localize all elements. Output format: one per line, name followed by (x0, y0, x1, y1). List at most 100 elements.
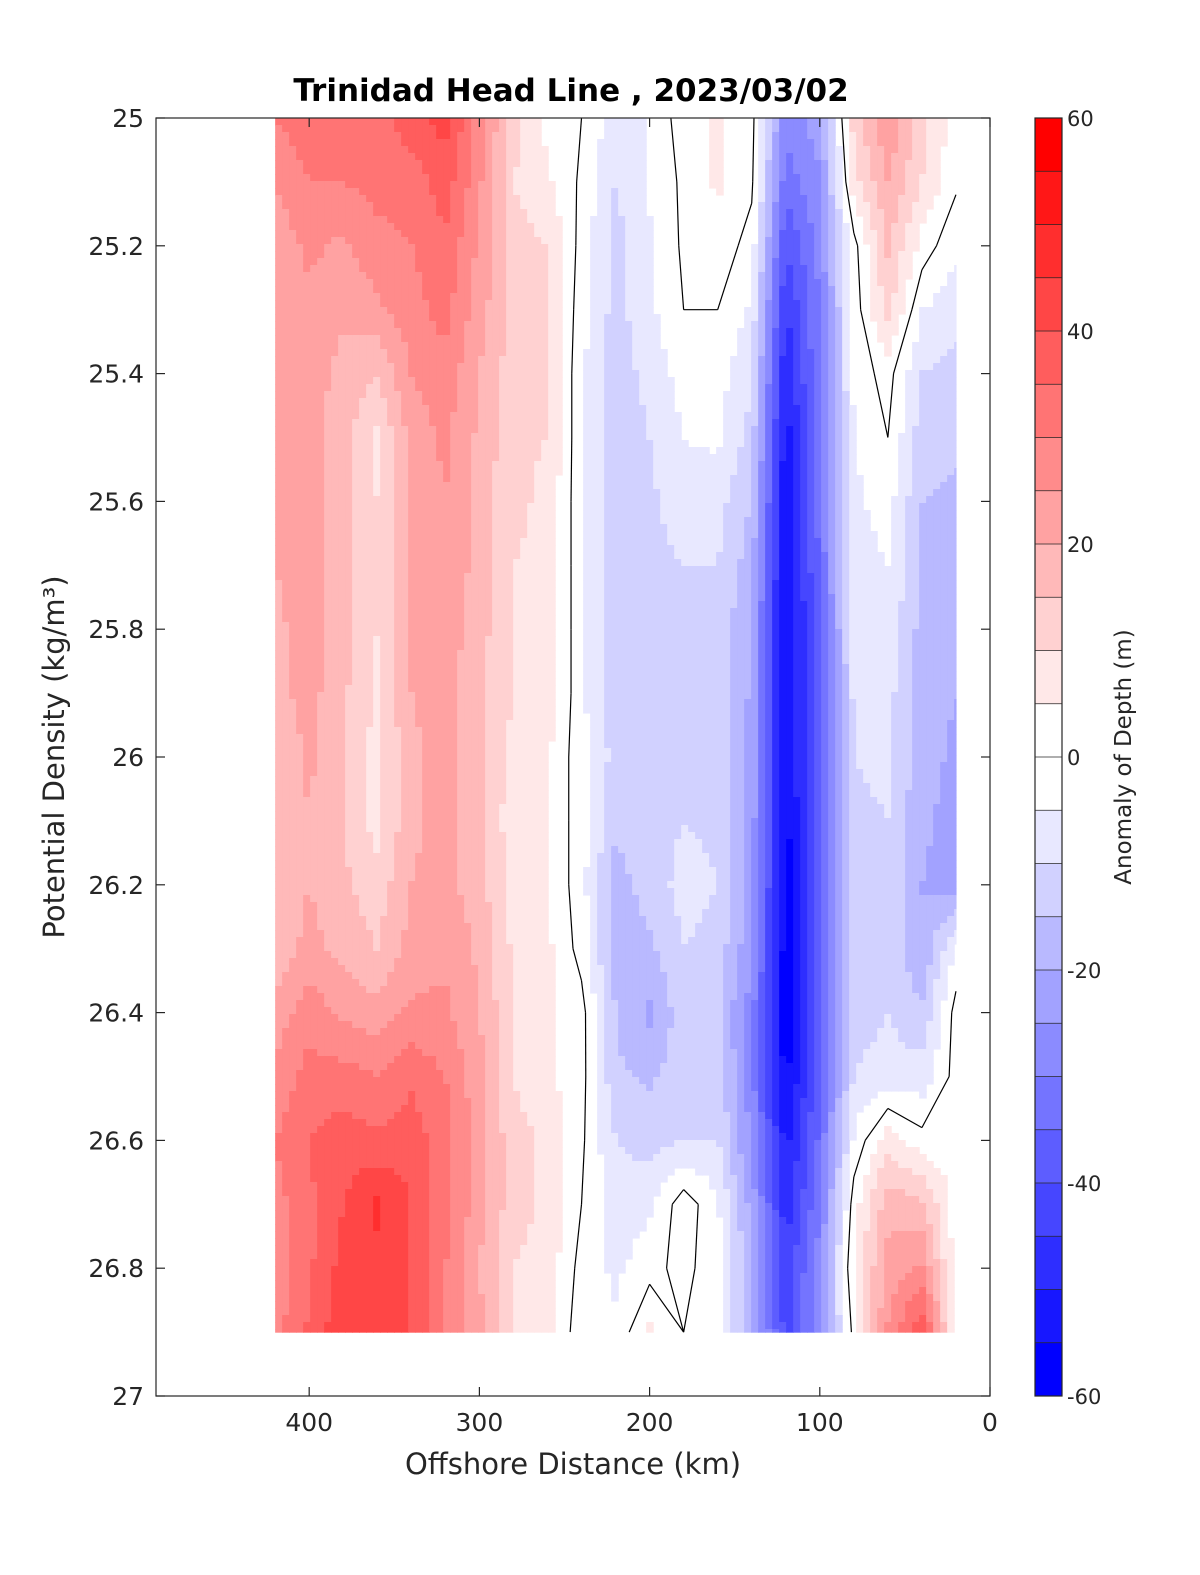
contour-cell (289, 531, 297, 539)
contour-cell (604, 307, 612, 315)
contour-cell (485, 279, 493, 287)
contour-cell (737, 447, 745, 455)
contour-cell (835, 489, 843, 497)
contour-cell (317, 454, 325, 462)
contour-cell (324, 559, 332, 567)
contour-cell (401, 468, 409, 476)
contour-cell (555, 363, 563, 371)
contour-cell (345, 503, 353, 511)
contour-cell (632, 251, 640, 259)
contour-cell (296, 244, 304, 252)
contour-cell (408, 265, 416, 273)
contour-cell (814, 321, 822, 329)
contour-cell (380, 293, 388, 301)
contour-cell (884, 314, 892, 322)
contour-cell (821, 377, 829, 385)
contour-cell (772, 384, 780, 392)
contour-cell (520, 139, 528, 147)
contour-cell (520, 272, 528, 280)
contour-cell (492, 531, 500, 539)
contour-cell (485, 300, 493, 308)
contour-cell (492, 307, 500, 315)
contour-cell (548, 279, 556, 287)
contour-cell (611, 307, 619, 315)
contour-cell (338, 181, 346, 189)
contour-cell (926, 433, 934, 441)
contour-cell (380, 524, 388, 532)
contour-cell (954, 426, 957, 434)
contour-cell (275, 363, 283, 371)
contour-cell (590, 412, 598, 420)
contour-cell (954, 510, 957, 518)
contour-cell (275, 503, 283, 511)
contour-cell (324, 293, 332, 301)
contour-cell (821, 496, 829, 504)
contour-cell (954, 433, 957, 441)
contour-cell (751, 328, 759, 336)
contour-cell (541, 174, 549, 182)
contour-cell (296, 419, 304, 427)
contour-cell (814, 370, 822, 378)
contour-cell (275, 538, 283, 546)
contour-cell (905, 433, 913, 441)
contour-cell (786, 216, 794, 224)
contour-cell (275, 286, 283, 294)
contour-cell (450, 118, 458, 126)
contour-cell (359, 524, 367, 532)
contour-cell (408, 510, 416, 518)
contour-cell (688, 538, 696, 546)
contour-cell (394, 321, 402, 329)
contour-cell (898, 160, 906, 168)
contour-cell (933, 153, 941, 161)
contour-cell (485, 223, 493, 231)
contour-cell (366, 363, 374, 371)
contour-cell (450, 510, 458, 518)
contour-cell (863, 188, 871, 196)
contour-cell (821, 174, 829, 182)
contour-cell (499, 342, 507, 350)
contour-cell (947, 412, 955, 420)
contour-cell (450, 496, 458, 504)
contour-cell (667, 405, 675, 413)
contour-cell (877, 181, 885, 189)
contour-cell (877, 307, 885, 315)
contour-cell (926, 307, 934, 315)
contour-cell (765, 132, 773, 140)
contour-cell (310, 426, 318, 434)
contour-cell (765, 405, 773, 413)
contour-cell (352, 139, 360, 147)
contour-cell (541, 216, 549, 224)
contour-cell (667, 447, 675, 455)
contour-cell (793, 272, 801, 280)
contour-cell (492, 545, 500, 553)
contour-cell (457, 279, 465, 287)
contour-cell (541, 244, 549, 252)
contour-cell (856, 517, 864, 525)
contour-cell (800, 468, 808, 476)
contour-cell (296, 447, 304, 455)
contour-cell (877, 272, 885, 280)
contour-cell (625, 293, 633, 301)
contour-cell (289, 391, 297, 399)
contour-cell (898, 482, 906, 490)
contour-cell (891, 174, 899, 182)
contour-cell (709, 153, 717, 161)
contour-cell (597, 363, 605, 371)
contour-cell (478, 447, 486, 455)
contour-cell (450, 272, 458, 280)
contour-cell (590, 265, 598, 273)
contour-cell (758, 153, 766, 161)
contour-cell (821, 489, 829, 497)
contour-cell (772, 503, 780, 511)
contour-cell (765, 349, 773, 357)
contour-cell (450, 174, 458, 182)
contour-cell (408, 237, 416, 245)
contour-cell (905, 377, 913, 385)
contour-cell (478, 258, 486, 266)
contour-cell (471, 454, 479, 462)
contour-cell (786, 230, 794, 238)
contour-cell (408, 188, 416, 196)
contour-cell (828, 223, 836, 231)
contour-cell (373, 391, 381, 399)
contour-cell (800, 153, 808, 161)
